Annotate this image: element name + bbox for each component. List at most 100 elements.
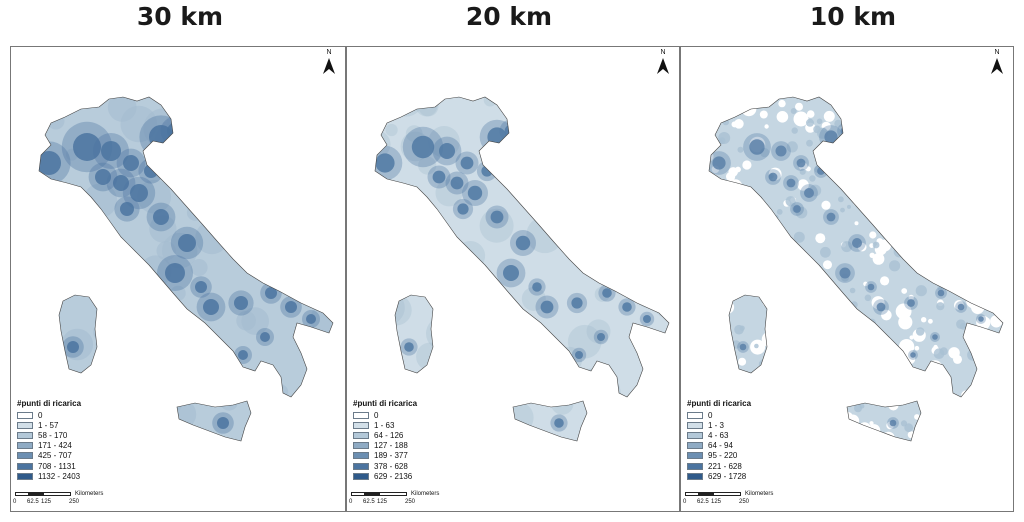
station-area [828,346,835,354]
hotspot [907,299,915,307]
hotspot [195,281,207,293]
no-station-area [855,317,863,325]
legend-item: 425 - 707 [17,451,81,461]
scale-tick-label: 250 [405,499,416,505]
legend-item: 64 - 94 [687,441,751,451]
hotspot [515,235,531,251]
legend-swatch [353,462,369,470]
no-station-area [950,252,958,260]
scale-segment [713,492,741,496]
station-area [912,260,919,267]
station-area [375,347,390,369]
no-station-area [813,396,829,412]
station-area [880,224,892,236]
no-station-area [792,364,800,372]
coastline-italy [38,96,334,398]
coastline-sicily [176,400,252,442]
station-area [521,286,546,311]
hotspot [260,332,270,342]
station-area [734,324,744,335]
station-area [642,282,665,305]
no-station-area [770,333,780,343]
no-station-area [980,421,988,429]
station-area [107,97,137,122]
station-area [293,183,307,196]
north-arrow: N [653,49,673,80]
legend-label: 64 - 94 [708,441,733,451]
station-area [219,392,239,411]
no-station-area [908,294,914,301]
no-station-area [952,242,960,250]
no-station-area [872,253,885,265]
no-station-area [738,282,749,293]
station-area [901,361,913,373]
no-station-area [914,138,926,150]
scale-unit: Kilometers [411,491,440,497]
legend-item: 58 - 170 [17,430,81,440]
no-station-area [759,110,768,119]
north-arrow: N [319,49,339,80]
station-area [476,366,492,382]
no-station-area [844,157,857,171]
legend-item: 1132 - 2403 [17,471,81,481]
station-area [479,208,514,243]
hotspot [712,156,726,170]
legend-swatch [353,452,369,460]
no-station-area [907,431,915,439]
station-area [638,425,669,441]
no-station-area [721,345,729,353]
north-arrow: N [987,49,1007,80]
no-station-area [749,394,763,409]
north-arrow-icon [657,58,669,74]
no-station-area [848,357,854,363]
station-area [654,293,669,318]
station-area [777,259,783,265]
station-area [631,107,662,139]
station-area [215,110,242,137]
coastline-italy [374,96,670,398]
station-area [169,105,190,126]
legend-item: 127 - 188 [353,441,417,451]
station-area [995,97,1001,101]
hotspot [120,202,134,216]
legend-label: 1 - 57 [38,420,59,430]
station-area [752,272,760,280]
scale-unit: Kilometers [75,491,104,497]
legend-swatch [687,431,703,439]
panel-title-20km: 20 km [465,2,553,31]
scale-segment [365,492,379,496]
hotspot [178,234,196,252]
no-station-area [857,318,871,332]
italy-map [708,96,1004,442]
no-station-area [949,223,956,230]
hotspot [602,288,612,298]
legend: #punti di ricarica 0 1 - 57 58 - 170 171 - 4… [17,399,81,481]
station-area [375,224,387,238]
station-area [479,349,509,379]
legend-swatch [687,442,703,450]
hotspot [768,172,778,182]
legend-swatch [17,452,33,460]
station-area [970,337,980,347]
legend-swatch [17,462,33,470]
no-station-area [890,152,897,159]
no-station-area [917,161,932,176]
station-area [930,136,936,142]
station-area [286,252,306,271]
hotspot [796,158,806,168]
station-area [224,186,242,204]
station-area [305,198,330,223]
no-station-area [895,303,912,320]
hotspot [113,175,129,191]
no-station-area [930,401,938,409]
italy-map [374,96,670,442]
coastline-sardinia [394,294,434,374]
station-area [761,436,774,441]
station-area [936,302,945,311]
hotspot [411,135,435,159]
station-area [829,354,835,359]
no-station-area [818,376,824,381]
no-station-area [914,150,924,160]
legend-item: 171 - 424 [17,441,81,451]
no-station-area [969,243,980,255]
